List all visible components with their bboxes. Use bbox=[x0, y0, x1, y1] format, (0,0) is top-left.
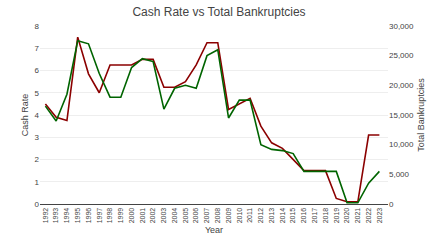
svg-text:2012: 2012 bbox=[257, 208, 264, 224]
svg-text:2011: 2011 bbox=[246, 208, 253, 223]
svg-text:0: 0 bbox=[35, 200, 40, 209]
svg-text:2016: 2016 bbox=[300, 208, 307, 224]
svg-text:2023: 2023 bbox=[376, 208, 383, 224]
svg-text:Cash Rate: Cash Rate bbox=[20, 94, 30, 137]
svg-text:2: 2 bbox=[35, 155, 40, 164]
svg-text:2017: 2017 bbox=[311, 208, 318, 224]
svg-text:1994: 1994 bbox=[63, 208, 70, 224]
svg-text:30,000: 30,000 bbox=[389, 22, 414, 31]
svg-text:Cash Rate vs Total Bankruptcie: Cash Rate vs Total Bankruptcies bbox=[132, 5, 305, 19]
svg-text:0: 0 bbox=[389, 200, 394, 209]
svg-text:1995: 1995 bbox=[74, 208, 81, 224]
svg-text:2010: 2010 bbox=[236, 208, 243, 224]
svg-text:3: 3 bbox=[35, 133, 40, 142]
svg-text:2005: 2005 bbox=[182, 208, 189, 224]
svg-text:2021: 2021 bbox=[354, 208, 361, 224]
svg-text:25,000: 25,000 bbox=[389, 51, 414, 60]
svg-text:Year: Year bbox=[205, 225, 223, 235]
svg-text:2022: 2022 bbox=[365, 208, 372, 224]
svg-text:5: 5 bbox=[35, 89, 40, 98]
svg-text:1998: 1998 bbox=[106, 208, 113, 224]
svg-text:1: 1 bbox=[35, 178, 40, 187]
svg-text:1993: 1993 bbox=[52, 208, 59, 224]
svg-text:7: 7 bbox=[35, 44, 40, 53]
svg-text:2019: 2019 bbox=[333, 208, 340, 224]
svg-text:2006: 2006 bbox=[192, 208, 199, 224]
svg-text:1997: 1997 bbox=[96, 208, 103, 224]
svg-text:6: 6 bbox=[35, 66, 40, 75]
svg-text:2013: 2013 bbox=[268, 208, 275, 224]
svg-text:2007: 2007 bbox=[203, 208, 210, 224]
svg-text:5,000: 5,000 bbox=[389, 170, 410, 179]
svg-text:2020: 2020 bbox=[343, 208, 350, 224]
svg-text:2000: 2000 bbox=[128, 208, 135, 224]
svg-text:2002: 2002 bbox=[149, 208, 156, 224]
svg-text:15,000: 15,000 bbox=[389, 111, 414, 120]
svg-text:2008: 2008 bbox=[214, 208, 221, 224]
svg-text:2004: 2004 bbox=[171, 208, 178, 224]
svg-text:2015: 2015 bbox=[289, 208, 296, 224]
svg-text:8: 8 bbox=[35, 22, 40, 31]
svg-text:20,000: 20,000 bbox=[389, 81, 414, 90]
svg-text:4: 4 bbox=[35, 111, 40, 120]
svg-text:1996: 1996 bbox=[85, 208, 92, 224]
svg-text:2014: 2014 bbox=[279, 208, 286, 224]
svg-text:2003: 2003 bbox=[160, 208, 167, 224]
svg-text:1999: 1999 bbox=[117, 208, 124, 224]
svg-text:2001: 2001 bbox=[139, 208, 146, 224]
svg-text:2018: 2018 bbox=[322, 208, 329, 224]
svg-text:Total Bankruptcies: Total Bankruptcies bbox=[416, 78, 426, 152]
svg-text:10,000: 10,000 bbox=[389, 140, 414, 149]
svg-text:1992: 1992 bbox=[42, 208, 49, 224]
svg-text:2009: 2009 bbox=[225, 208, 232, 224]
